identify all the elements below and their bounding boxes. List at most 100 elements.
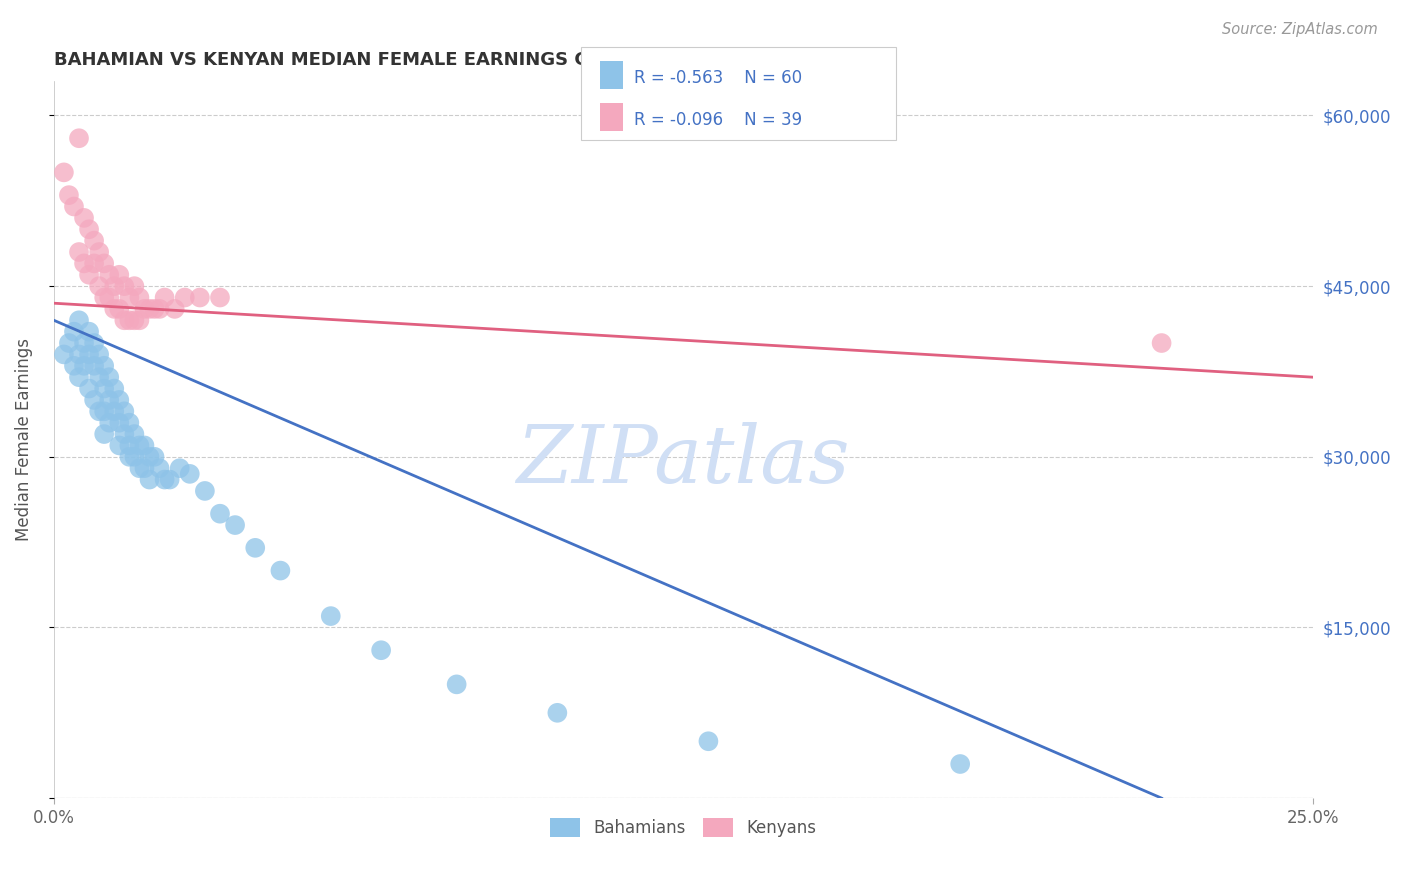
Text: ZIPatlas: ZIPatlas <box>516 423 851 500</box>
Point <box>89 347 111 361</box>
Point <box>93 382 115 396</box>
Point <box>546 706 568 720</box>
Point <box>163 301 186 316</box>
Point <box>446 677 468 691</box>
Point <box>89 245 111 260</box>
Point <box>319 609 342 624</box>
Point <box>52 347 75 361</box>
Point <box>93 256 115 270</box>
Point <box>108 392 131 407</box>
Point <box>124 313 146 327</box>
Point <box>73 336 96 351</box>
Point <box>67 131 90 145</box>
Point <box>98 268 121 282</box>
Point <box>98 291 121 305</box>
Point <box>93 404 115 418</box>
Point <box>77 268 100 282</box>
Legend: Bahamians, Kenyans: Bahamians, Kenyans <box>544 811 823 844</box>
Point <box>208 507 231 521</box>
Point <box>89 370 111 384</box>
Point <box>134 438 156 452</box>
Point <box>124 450 146 464</box>
Point <box>67 370 90 384</box>
Point <box>949 757 972 772</box>
Point <box>98 392 121 407</box>
Point <box>103 279 125 293</box>
Point <box>108 301 131 316</box>
Point <box>370 643 392 657</box>
Point <box>83 392 105 407</box>
Point <box>89 279 111 293</box>
Point <box>67 347 90 361</box>
Point <box>108 416 131 430</box>
Point <box>159 473 181 487</box>
Point <box>128 461 150 475</box>
Point <box>83 336 105 351</box>
Point <box>93 359 115 373</box>
Text: Source: ZipAtlas.com: Source: ZipAtlas.com <box>1222 22 1378 37</box>
Point <box>112 427 135 442</box>
Point <box>169 461 191 475</box>
Point <box>179 467 201 481</box>
Point <box>124 427 146 442</box>
Point <box>138 450 160 464</box>
Point <box>697 734 720 748</box>
Point <box>103 382 125 396</box>
Point <box>98 416 121 430</box>
Point <box>224 518 246 533</box>
Point <box>52 165 75 179</box>
Point <box>112 313 135 327</box>
Point <box>83 359 105 373</box>
Point <box>153 473 176 487</box>
Point <box>148 461 170 475</box>
Point <box>118 313 141 327</box>
Text: R = -0.096    N = 39: R = -0.096 N = 39 <box>634 112 803 129</box>
Point <box>194 483 217 498</box>
Point <box>128 438 150 452</box>
Point <box>103 404 125 418</box>
Point <box>103 301 125 316</box>
Point <box>188 291 211 305</box>
Point <box>83 256 105 270</box>
Point <box>63 325 86 339</box>
Point <box>108 438 131 452</box>
Point <box>108 268 131 282</box>
Point <box>118 291 141 305</box>
Point <box>118 450 141 464</box>
Point <box>67 245 90 260</box>
Point <box>77 325 100 339</box>
Point <box>67 313 90 327</box>
Point <box>73 256 96 270</box>
Point <box>112 279 135 293</box>
Text: R = -0.563    N = 60: R = -0.563 N = 60 <box>634 70 803 87</box>
Point <box>148 301 170 316</box>
Point <box>58 336 80 351</box>
Point <box>77 222 100 236</box>
Point <box>134 301 156 316</box>
Point <box>124 279 146 293</box>
Point <box>93 427 115 442</box>
Point <box>118 416 141 430</box>
Point <box>77 347 100 361</box>
Point <box>73 359 96 373</box>
Point <box>77 382 100 396</box>
Point <box>153 291 176 305</box>
Point <box>98 370 121 384</box>
Point <box>118 438 141 452</box>
Point <box>89 404 111 418</box>
Point <box>143 450 166 464</box>
Point <box>1150 336 1173 351</box>
Point <box>58 188 80 202</box>
Point <box>138 473 160 487</box>
Point <box>63 200 86 214</box>
Point <box>245 541 267 555</box>
Point <box>83 234 105 248</box>
Point <box>128 291 150 305</box>
Point <box>143 301 166 316</box>
Point <box>138 301 160 316</box>
Point <box>269 564 291 578</box>
Point <box>73 211 96 225</box>
Y-axis label: Median Female Earnings: Median Female Earnings <box>15 338 32 541</box>
Point <box>173 291 195 305</box>
Point <box>208 291 231 305</box>
